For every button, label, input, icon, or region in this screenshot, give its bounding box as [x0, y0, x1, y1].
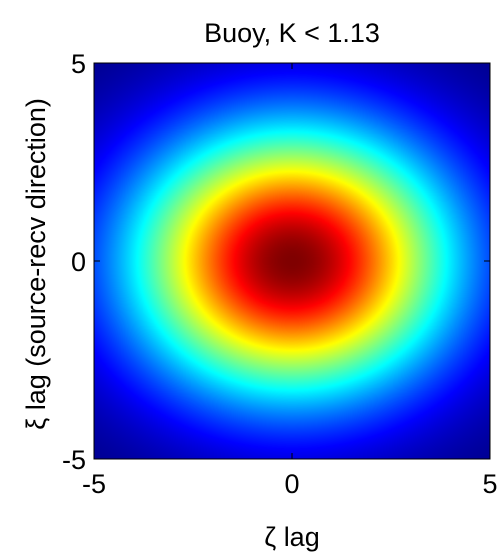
y-tick-label: 5 [71, 49, 86, 79]
heatmap-image [94, 63, 490, 459]
heatmap-plot-area [93, 62, 491, 460]
x-tick-label: 0 [284, 469, 299, 499]
x-axis-label: ζ lag [264, 522, 319, 552]
y-tick-label: -5 [62, 445, 86, 475]
y-tick-label: 0 [71, 247, 86, 277]
ticks: -5 0 5 -5 0 5 [62, 49, 498, 499]
y-axis-label: ξ lag (source-recv direction) [21, 98, 51, 430]
x-tick-label: -5 [82, 469, 106, 499]
chart-title: Buoy, K < 1.13 [204, 18, 380, 48]
x-tick-label: 5 [482, 469, 497, 499]
